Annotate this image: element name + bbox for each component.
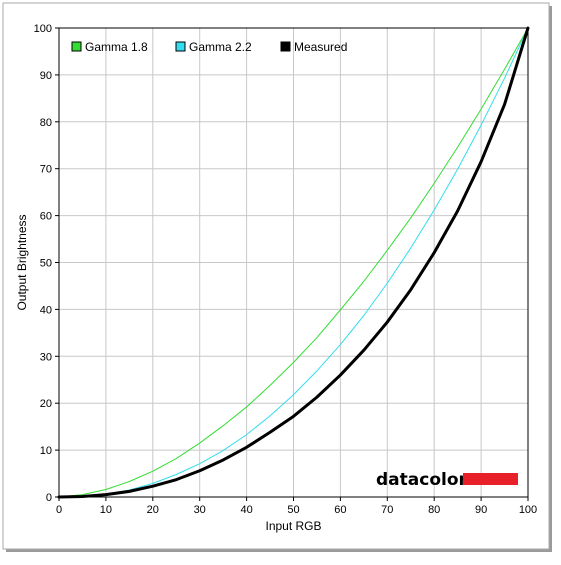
x-tick-label: 80 bbox=[428, 504, 440, 516]
series-line-gamma-2-2 bbox=[58, 27, 529, 498]
series-line-gamma-1-8 bbox=[58, 27, 529, 498]
x-tick-label: 50 bbox=[287, 504, 299, 516]
x-tick-label: 70 bbox=[381, 504, 393, 516]
x-tick-label: 10 bbox=[100, 504, 112, 516]
x-tick-label: 30 bbox=[194, 504, 206, 516]
x-tick-label: 60 bbox=[334, 504, 346, 516]
legend-swatch bbox=[71, 41, 82, 52]
x-tick-label: 100 bbox=[519, 504, 537, 516]
y-tick-label: 90 bbox=[40, 70, 52, 82]
y-tick-label: 30 bbox=[40, 351, 52, 363]
legend-label: Measured bbox=[294, 40, 347, 54]
legend-label: Gamma 2.2 bbox=[189, 40, 252, 54]
series-layer bbox=[57, 26, 530, 499]
legend-swatch bbox=[175, 41, 186, 52]
y-tick-label: 40 bbox=[40, 304, 52, 316]
y-tick-label: 70 bbox=[40, 164, 52, 176]
x-tick-label: 0 bbox=[56, 504, 62, 516]
datacolor-logo: datacolor bbox=[376, 470, 518, 490]
legend: Gamma 1.8 Gamma 2.2 Measured bbox=[71, 40, 347, 54]
y-tick-label: 80 bbox=[40, 117, 52, 129]
logo-red-bar bbox=[463, 473, 518, 485]
chart-panel bbox=[2, 2, 550, 550]
y-axis-label: Output Brightness bbox=[15, 214, 29, 310]
x-tick-label: 90 bbox=[475, 504, 487, 516]
y-tick-label: 20 bbox=[40, 398, 52, 410]
y-tick-label: 0 bbox=[46, 492, 52, 504]
grid-layer bbox=[59, 28, 528, 497]
tick-layer: 0 10 20 30 40 50 60 70 80 90 100 0 10 20 30 40 50 60 70 80 9… bbox=[34, 23, 538, 516]
series-line-measured bbox=[57, 26, 530, 499]
x-axis-label: Input RGB bbox=[265, 519, 321, 533]
y-tick-label: 50 bbox=[40, 258, 52, 270]
x-tick-label: 20 bbox=[147, 504, 159, 516]
legend-swatch bbox=[280, 41, 291, 52]
legend-label: Gamma 1.8 bbox=[85, 40, 148, 54]
y-tick-label: 100 bbox=[34, 23, 52, 35]
y-tick-label: 60 bbox=[40, 211, 52, 223]
x-tick-label: 40 bbox=[240, 504, 252, 516]
logo-wordmark: datacolor bbox=[376, 470, 468, 490]
y-tick-label: 10 bbox=[40, 445, 52, 457]
